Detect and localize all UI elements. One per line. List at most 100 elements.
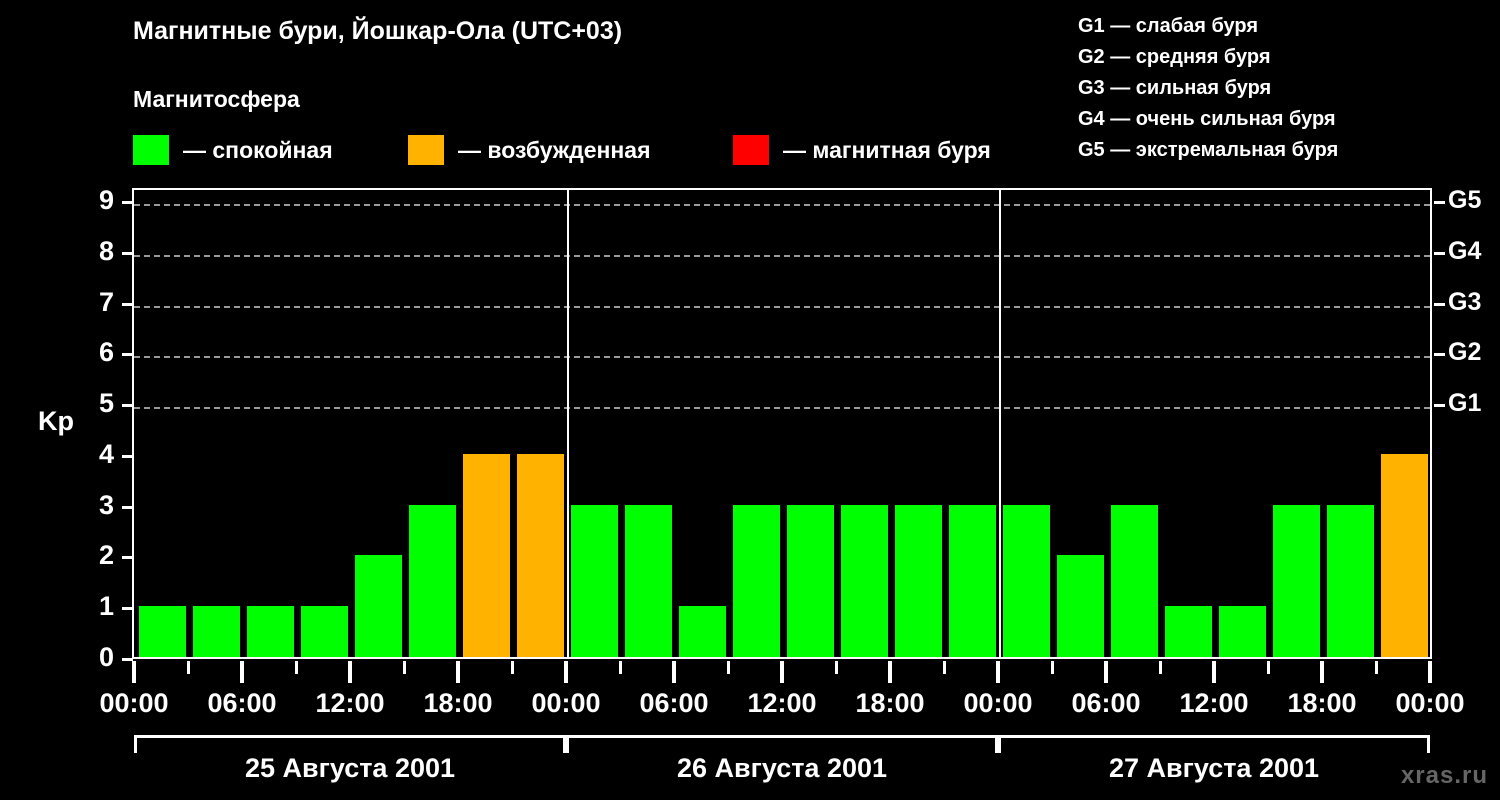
x-tick-18	[1104, 661, 1108, 683]
x-tick-1	[187, 661, 190, 674]
x-tick-label-7: 18:00	[855, 688, 925, 718]
x-tick-23	[1375, 661, 1378, 674]
g-scale-legend: G1 — слабая буря G2 — средняя буря G3 — си…	[1078, 11, 1338, 166]
x-tick-4	[348, 661, 352, 683]
x-tick-label-0: 00:00	[99, 688, 169, 718]
watermark: xras.ru	[1400, 762, 1488, 789]
g-tick-label-G2: G2	[1448, 338, 1482, 367]
legend-label-calm: — спокойная	[183, 136, 333, 163]
bar	[1003, 504, 1050, 657]
y-tick-mark-0	[122, 658, 133, 661]
x-tick-24	[1428, 661, 1432, 683]
bar	[139, 606, 186, 657]
y-tick-mark-6	[122, 353, 133, 357]
legend-swatch-storm	[733, 135, 769, 165]
bar	[1273, 504, 1320, 657]
bar	[625, 504, 672, 657]
g-tick-mark-G5	[1434, 201, 1445, 204]
g-tick-mark-G1	[1434, 404, 1445, 408]
day-separator-2	[999, 190, 1001, 657]
x-tick-20	[1212, 661, 1216, 683]
y-axis-title: Kp	[38, 406, 74, 436]
y-tick-label-5: 5	[98, 388, 114, 419]
bar	[1219, 606, 1266, 657]
x-tick-label-11: 18:00	[1287, 688, 1357, 718]
x-tick-2	[240, 661, 244, 683]
legend-swatch-unsettled	[408, 135, 444, 165]
bar	[733, 504, 780, 657]
x-tick-22	[1320, 661, 1324, 683]
day-caption-2: 26 Августа 2001	[676, 753, 888, 783]
x-tick-7	[511, 661, 514, 674]
day-separator-1	[567, 190, 569, 657]
g-tick-mark-G2	[1434, 353, 1445, 357]
bar	[193, 606, 240, 657]
bar	[463, 453, 510, 657]
bar	[301, 606, 348, 657]
legend-item-unsettled: — возбужденная	[408, 133, 651, 167]
x-tick-6	[456, 661, 460, 683]
x-tick-label-5: 06:00	[639, 688, 709, 718]
x-tick-5	[403, 661, 406, 674]
gridline-kp-5	[134, 407, 1430, 410]
g-tick-label-G1: G1	[1448, 389, 1482, 418]
g-scale-line-1: G1 — слабая буря	[1078, 15, 1259, 37]
x-tick-0	[132, 661, 136, 683]
g-tick-mark-G4	[1434, 251, 1445, 255]
bar	[247, 606, 294, 657]
y-tick-mark-4	[122, 454, 133, 458]
gridline-kp-7	[134, 305, 1430, 308]
g-scale-line-4: G4 — очень сильная буря	[1078, 108, 1336, 130]
legend-item-calm: — спокойная	[133, 133, 333, 167]
y-tick-mark-1	[122, 607, 133, 611]
x-tick-label-2: 12:00	[315, 688, 385, 718]
bar	[787, 504, 834, 657]
bar	[1111, 504, 1158, 657]
bar	[571, 504, 618, 657]
gridline-kp-9	[134, 204, 1430, 206]
g-scale-line-5: G5 — экстремальная буря	[1078, 139, 1339, 161]
x-tick-label-1: 06:00	[207, 688, 277, 718]
bar	[1057, 555, 1104, 657]
bar	[949, 504, 996, 657]
bar	[517, 453, 564, 657]
bar	[1381, 453, 1428, 657]
bar	[679, 606, 726, 657]
y-tick-label-9: 9	[98, 185, 114, 215]
y-tick-mark-2	[122, 556, 133, 560]
x-tick-16	[996, 661, 1000, 683]
g-scale-line-3: G3 — сильная буря	[1078, 77, 1272, 99]
bar	[355, 555, 402, 657]
gridline-kp-8	[134, 254, 1430, 257]
x-tick-8	[564, 661, 568, 683]
page-title: Магнитные бури, Йошкар-Ола (UTC+03)	[133, 17, 623, 45]
y-tick-label-3: 3	[98, 489, 114, 520]
bar	[1327, 504, 1374, 657]
g-tick-mark-G3	[1434, 302, 1445, 306]
y-tick-label-4: 4	[98, 438, 114, 469]
x-tick-10	[672, 661, 676, 683]
day-bracket-2	[566, 735, 998, 753]
x-tick-9	[619, 661, 622, 674]
bar	[841, 504, 888, 657]
day-caption-1: 25 Августа 2001	[244, 753, 456, 783]
x-tick-19	[1159, 661, 1162, 674]
x-tick-label-3: 18:00	[423, 688, 493, 718]
g-tick-label-G5: G5	[1448, 186, 1482, 214]
y-tick-label-2: 2	[98, 540, 114, 571]
day-bracket-1	[134, 735, 566, 753]
x-tick-label-6: 12:00	[747, 688, 817, 718]
gridline-kp-6	[134, 356, 1430, 359]
y-tick-label-0: 0	[98, 642, 114, 672]
g-tick-label-G4: G4	[1448, 236, 1482, 265]
y-tick-label-6: 6	[98, 337, 114, 368]
legend-label-storm: — магнитная буря	[783, 136, 991, 163]
x-tick-label-10: 12:00	[1179, 688, 1249, 718]
magnetosphere-section-label: Магнитосфера	[133, 86, 300, 112]
x-tick-label-4: 00:00	[531, 688, 601, 718]
y-tick-label-8: 8	[98, 235, 114, 266]
legend-swatch-calm	[133, 135, 169, 165]
g-tick-label-G3: G3	[1448, 287, 1482, 316]
legend-item-storm: — магнитная буря	[733, 133, 991, 167]
